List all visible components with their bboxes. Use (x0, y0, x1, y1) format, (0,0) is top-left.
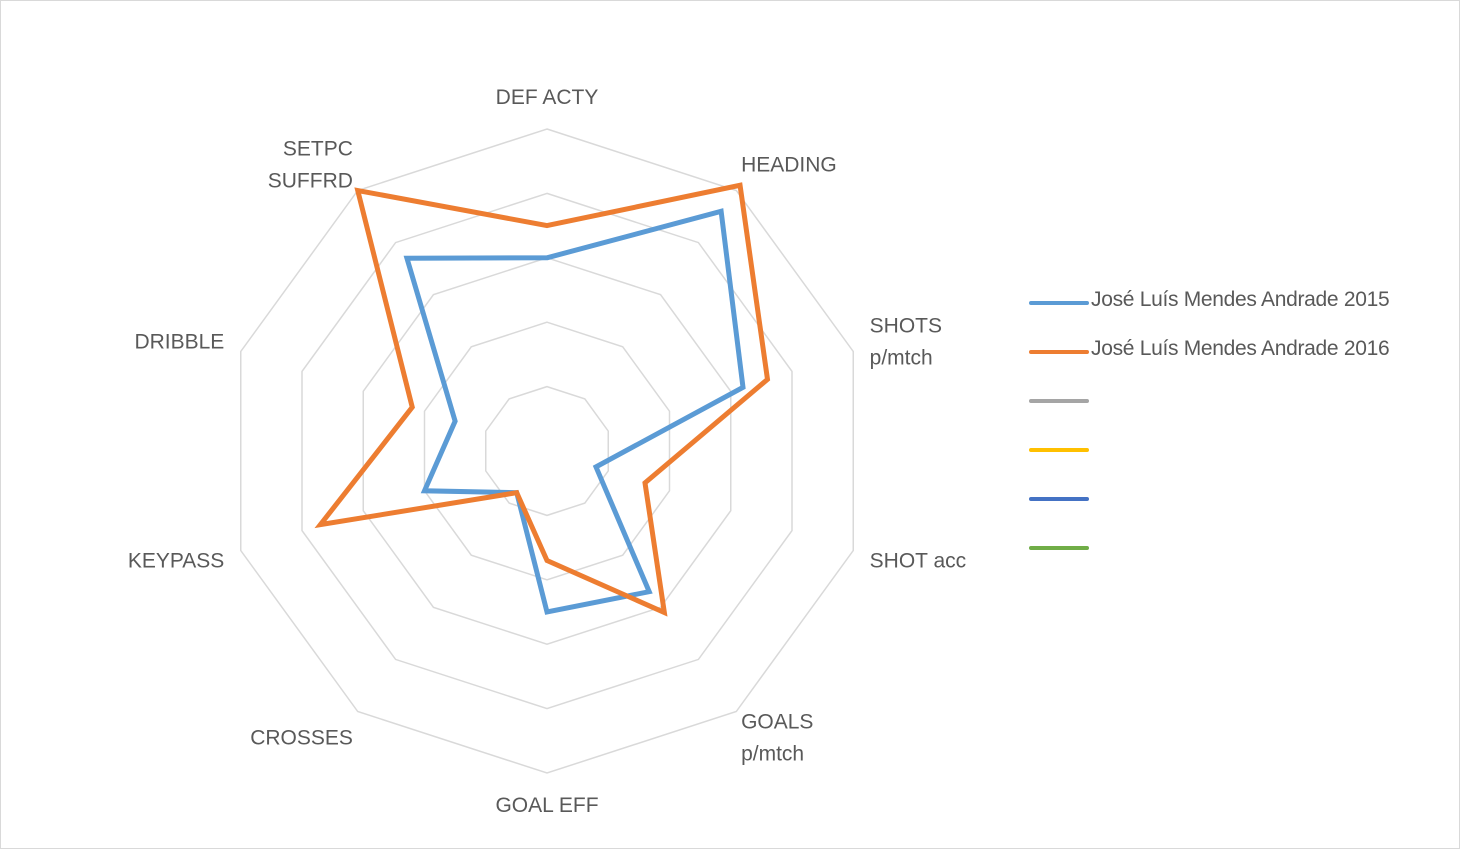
axis-label: CROSSES (250, 726, 353, 749)
axis-label: HEADING (741, 154, 837, 177)
legend-item (1029, 530, 1449, 579)
legend-swatch (1029, 301, 1089, 305)
gridline-ring (485, 385, 609, 517)
legend-item (1029, 432, 1449, 481)
legend-label: José Luís Mendes Andrade 2015 (1091, 288, 1390, 311)
series-line-1 (403, 208, 746, 615)
legend-item: José Luís Mendes Andrade 2016 (1029, 334, 1449, 383)
legend-item (1029, 383, 1449, 432)
axis-label: DEF ACTY (496, 86, 599, 109)
gridline-ring (240, 128, 854, 774)
legend-label: José Luís Mendes Andrade 2016 (1091, 337, 1390, 360)
axis-label: GOAL EFF (495, 794, 598, 817)
legend-item (1029, 481, 1449, 530)
legend-swatch (1029, 497, 1089, 501)
legend-swatch (1029, 448, 1089, 452)
axis-label: DRIBBLE (134, 331, 224, 354)
axis-label: SHOTS p/mtch (870, 315, 942, 370)
legend-swatch (1029, 399, 1089, 403)
axis-label: SHOT acc (870, 549, 966, 572)
axis-label: SETPC SUFFRD (268, 138, 353, 193)
axis-label: KEYPASS (128, 549, 225, 572)
gridline-ring (423, 321, 671, 581)
gridline-ring (362, 257, 732, 645)
legend-swatch (1029, 546, 1089, 550)
axis-label: GOALS p/mtch (741, 710, 813, 765)
legend-item: José Luís Mendes Andrade 2015 (1029, 285, 1449, 334)
legend: José Luís Mendes Andrade 2015 José Luís M… (1029, 285, 1449, 579)
legend-swatch (1029, 350, 1089, 354)
series-line-2 (314, 182, 771, 617)
